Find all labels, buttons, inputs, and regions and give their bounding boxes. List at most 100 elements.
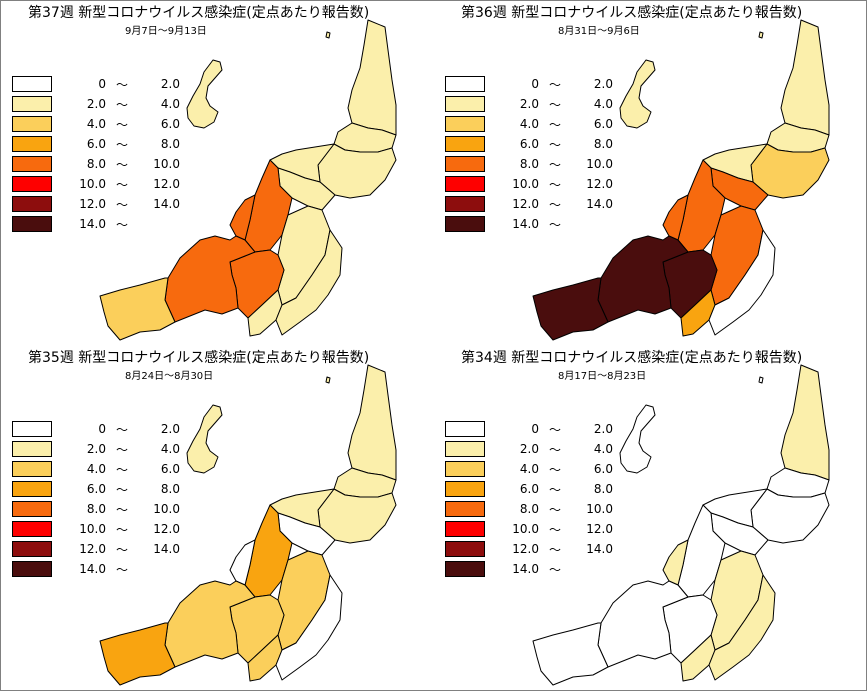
legend-swatch <box>12 76 52 92</box>
legend-tilde: ～ <box>116 483 129 497</box>
legend-tilde: ～ <box>549 423 562 437</box>
region-k13 <box>708 229 776 336</box>
legend-swatch <box>12 561 52 577</box>
panel-subtitle: 8月24日～8月30日 <box>125 371 214 382</box>
legend-lower-bound: 4.0 <box>86 462 106 476</box>
region-k1 <box>780 364 830 481</box>
legend-upper-bound: 10.0 <box>153 502 180 516</box>
legend-swatch <box>12 196 52 212</box>
region-k11 <box>99 622 176 686</box>
legend-swatch <box>445 541 485 557</box>
region-k12 <box>247 634 283 682</box>
legend-swatch <box>445 501 485 517</box>
legend-upper-bound: 14.0 <box>586 197 613 211</box>
region-k11 <box>532 277 609 341</box>
legend-swatch <box>12 541 52 557</box>
legend-lower-bound: 2.0 <box>519 97 539 111</box>
legend-tilde: ～ <box>549 78 562 92</box>
legend-swatch <box>445 561 485 577</box>
niigata-map <box>99 19 397 341</box>
legend-lower-bound: 12.0 <box>512 197 539 211</box>
legend-tilde: ～ <box>116 98 129 112</box>
legend-lower-bound: 4.0 <box>519 462 539 476</box>
niigata-map <box>99 364 397 686</box>
legend-swatch <box>445 136 485 152</box>
legend-lower-bound: 4.0 <box>519 117 539 131</box>
map-panel: 第37週 新型コロナウイルス感染症(定点あたり報告数) 9月7日～9月13日 0… <box>0 0 433 345</box>
panel-subtitle: 8月31日～9月6日 <box>558 26 640 37</box>
legend-swatch <box>445 96 485 112</box>
legend-lower-bound: 6.0 <box>519 137 539 151</box>
region-k11 <box>532 622 609 686</box>
island-awashima <box>325 31 331 39</box>
region-k13 <box>275 574 343 681</box>
legend-upper-bound: 10.0 <box>586 157 613 171</box>
legend-tilde: ～ <box>116 198 129 212</box>
legend-tilde: ～ <box>549 543 562 557</box>
island-awashima <box>325 376 331 384</box>
legend-swatch <box>445 441 485 457</box>
legend-upper-bound: 4.0 <box>160 97 180 111</box>
legend-tilde: ～ <box>116 138 129 152</box>
legend-swatch <box>12 116 52 132</box>
legend-swatch <box>445 196 485 212</box>
legend-swatch <box>12 96 52 112</box>
legend-tilde: ～ <box>116 503 129 517</box>
legend-upper-bound: 12.0 <box>586 177 613 191</box>
legend-lower-bound: 12.0 <box>512 542 539 556</box>
legend-lower-bound: 8.0 <box>519 502 539 516</box>
legend-lower-bound: 14.0 <box>512 217 539 231</box>
legend-lower-bound: 2.0 <box>86 97 106 111</box>
legend-swatch <box>445 421 485 437</box>
region-k12 <box>680 289 716 337</box>
legend-lower-bound: 8.0 <box>86 157 106 171</box>
island-awashima <box>758 376 764 384</box>
panel-subtitle: 8月17日～8月23日 <box>558 371 647 382</box>
legend-lower-bound: 12.0 <box>79 542 106 556</box>
region-k12 <box>680 634 716 682</box>
legend-tilde: ～ <box>549 158 562 172</box>
legend-upper-bound: 12.0 <box>153 177 180 191</box>
legend-tilde: ～ <box>549 523 562 537</box>
legend-upper-bound: 2.0 <box>593 422 613 436</box>
panel-title: 第34週 新型コロナウイルス感染症(定点あたり報告数) <box>461 350 803 366</box>
legend-upper-bound: 8.0 <box>593 137 613 151</box>
niigata-map <box>532 364 830 686</box>
legend-tilde: ～ <box>549 483 562 497</box>
legend-tilde: ～ <box>116 118 129 132</box>
legend-lower-bound: 0 <box>531 422 539 436</box>
region-sado <box>619 404 656 474</box>
legend-tilde: ～ <box>116 543 129 557</box>
legend-tilde: ～ <box>116 523 129 537</box>
legend-upper-bound: 6.0 <box>593 117 613 131</box>
legend-lower-bound: 10.0 <box>512 522 539 536</box>
legend-upper-bound: 12.0 <box>586 522 613 536</box>
legend-lower-bound: 0 <box>98 77 106 91</box>
island-awashima <box>758 31 764 39</box>
legend-upper-bound: 6.0 <box>593 462 613 476</box>
region-k13 <box>708 574 776 681</box>
region-sado <box>619 59 656 129</box>
legend-lower-bound: 4.0 <box>86 117 106 131</box>
region-k1 <box>347 364 397 481</box>
legend-tilde: ～ <box>549 118 562 132</box>
legend-tilde: ～ <box>116 78 129 92</box>
legend-lower-bound: 14.0 <box>79 217 106 231</box>
legend-swatch <box>445 116 485 132</box>
map-panel: 第35週 新型コロナウイルス感染症(定点あたり報告数) 8月24日～8月30日 … <box>0 345 433 690</box>
legend-tilde: ～ <box>549 463 562 477</box>
legend-tilde: ～ <box>549 443 562 457</box>
legend-upper-bound: 6.0 <box>160 462 180 476</box>
legend-swatch <box>12 156 52 172</box>
legend-upper-bound: 4.0 <box>160 442 180 456</box>
region-k11 <box>99 277 176 341</box>
panel-title: 第36週 新型コロナウイルス感染症(定点あたり報告数) <box>461 5 803 21</box>
legend-upper-bound: 12.0 <box>153 522 180 536</box>
legend-tilde: ～ <box>116 463 129 477</box>
legend-tilde: ～ <box>549 563 562 577</box>
legend-lower-bound: 6.0 <box>86 137 106 151</box>
map-panel: 第34週 新型コロナウイルス感染症(定点あたり報告数) 8月17日～8月23日 … <box>433 345 866 690</box>
legend-upper-bound: 14.0 <box>153 197 180 211</box>
legend-swatch <box>445 76 485 92</box>
legend-upper-bound: 14.0 <box>153 542 180 556</box>
